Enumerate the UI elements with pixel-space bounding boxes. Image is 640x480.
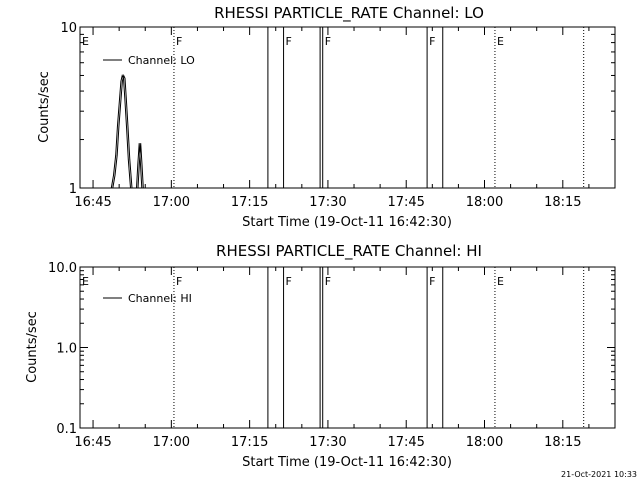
- flag-label: F: [176, 275, 182, 288]
- series-line: [110, 73, 143, 189]
- x-tick-label: 17:00: [153, 435, 190, 450]
- x-tick-label: 18:15: [544, 435, 581, 450]
- legend: Channel: LO: [103, 54, 195, 67]
- x-tick-label: 17:00: [153, 195, 190, 210]
- x-tick-label: 18:15: [544, 195, 581, 210]
- x-tick-label: 17:30: [309, 435, 346, 450]
- y-axis-label: Counts/sec: [25, 311, 40, 383]
- flag-label: F: [429, 35, 435, 48]
- x-tick-label: 18:00: [466, 435, 503, 450]
- y-tick-label: 0.1: [56, 422, 77, 437]
- y-tick-label: 1.0: [56, 342, 77, 357]
- x-tick-label: 18:00: [466, 195, 503, 210]
- flag-label: F: [325, 275, 331, 288]
- x-tick-label: 17:45: [387, 435, 424, 450]
- x-axis-label: Start Time (19-Oct-11 16:42:30): [242, 455, 452, 470]
- flag-label: F: [286, 275, 292, 288]
- x-tick-label: 17:15: [231, 435, 268, 450]
- x-tick-label: 17:45: [387, 195, 424, 210]
- flag-label: E: [497, 35, 504, 48]
- chart-panel-lo: RHESSI PARTICLE_RATE Channel: LO Counts/…: [37, 4, 616, 230]
- x-tick-label: 17:15: [231, 195, 268, 210]
- y-axis-label: Counts/sec: [37, 71, 52, 143]
- flag-label: E: [82, 35, 89, 48]
- chart-title: RHESSI PARTICLE_RATE Channel: LO: [214, 4, 484, 23]
- legend-entry-hi: Channel: HI: [128, 292, 192, 305]
- y-tick-label: 10: [60, 21, 77, 36]
- flag-label: F: [286, 35, 292, 48]
- flag-label: F: [325, 35, 331, 48]
- y-tick-label: 1: [69, 182, 77, 197]
- series-line-edge: [112, 73, 144, 189]
- legend-entry-lo: Channel: LO: [128, 54, 195, 67]
- chart-title: RHESSI PARTICLE_RATE Channel: HI: [216, 242, 482, 261]
- flag-label: E: [497, 275, 504, 288]
- plot-frame: [79, 26, 616, 189]
- chart-panel-hi: RHESSI PARTICLE_RATE Channel: HI Counts/…: [25, 242, 616, 470]
- x-tick-label: 16:45: [74, 435, 111, 450]
- flag-label: F: [429, 275, 435, 288]
- flag-label: F: [176, 35, 182, 48]
- x-tick-label: 17:30: [309, 195, 346, 210]
- x-axis-label: Start Time (19-Oct-11 16:42:30): [242, 215, 452, 230]
- x-tick-label: 16:45: [74, 195, 111, 210]
- flag-label: E: [82, 275, 89, 288]
- legend: Channel: HI: [103, 292, 192, 305]
- generation-timestamp: 21-Oct-2021 10:33: [561, 470, 637, 479]
- y-tick-label: 10.0: [48, 261, 77, 276]
